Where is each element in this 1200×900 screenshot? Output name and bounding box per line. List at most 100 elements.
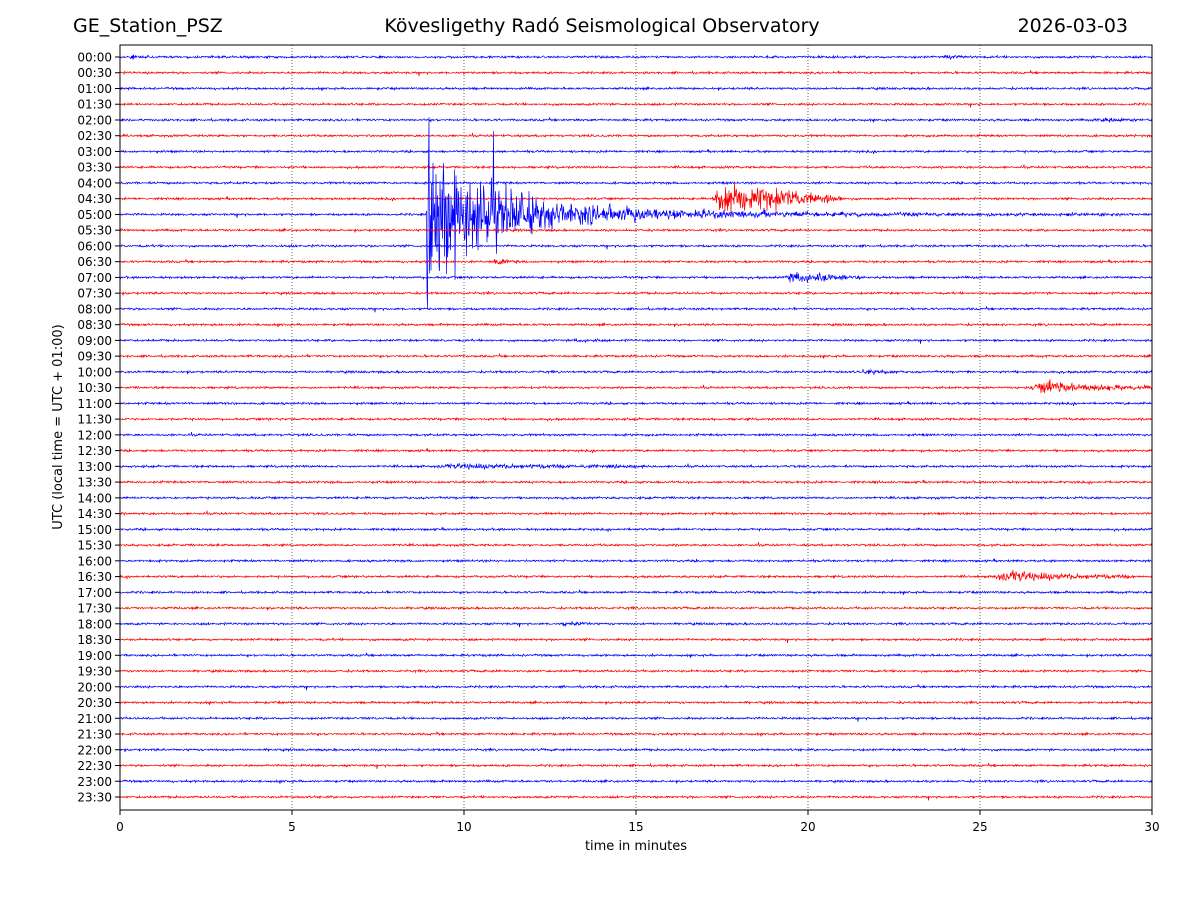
y-tick-label: 12:00 <box>77 428 112 442</box>
y-axis-label: UTC (local time = UTC + 01:00) <box>51 324 66 529</box>
y-tick-label: 13:00 <box>77 460 112 474</box>
y-tick-label: 07:00 <box>77 271 112 285</box>
y-tick-label: 06:30 <box>77 255 112 269</box>
trace-1400 <box>119 495 1153 501</box>
x-axis-label: time in minutes <box>585 839 687 854</box>
trace-0330 <box>119 164 1153 170</box>
y-tick-label: 04:30 <box>77 192 112 206</box>
y-tick-label: 11:00 <box>77 397 112 411</box>
traces <box>119 54 1153 801</box>
y-tick-label: 20:00 <box>77 680 112 694</box>
trace-1430 <box>119 510 1153 517</box>
trace-1200 <box>119 431 1153 438</box>
trace-0500 <box>119 117 1153 308</box>
trace-1300 <box>119 462 1153 471</box>
trace-1000 <box>119 368 1153 376</box>
trace-0230 <box>119 132 1153 139</box>
y-tick-label: 20:30 <box>77 696 112 710</box>
trace-0630 <box>119 259 1153 265</box>
x-tick-label: 15 <box>628 820 643 834</box>
x-tick-label: 0 <box>116 820 124 834</box>
y-tick-label: 21:00 <box>77 712 112 726</box>
y-tick-label: 15:30 <box>77 539 112 553</box>
y-tick-label: 02:30 <box>77 129 112 143</box>
y-tick-label: 04:00 <box>77 176 112 190</box>
y-tick-label: 03:00 <box>77 145 112 159</box>
trace-2330 <box>119 794 1153 801</box>
trace-2000 <box>119 684 1153 691</box>
trace-1930 <box>119 668 1153 674</box>
y-tick-label: 12:30 <box>77 444 112 458</box>
y-tick-label: 08:30 <box>77 318 112 332</box>
y-tick-label: 19:30 <box>77 665 112 679</box>
y-tick-label: 11:30 <box>77 413 112 427</box>
trace-1630 <box>119 570 1153 582</box>
trace-0800 <box>119 306 1153 313</box>
y-tick-label: 06:00 <box>77 239 112 253</box>
trace-0430 <box>119 182 1153 214</box>
y-tick-label: 16:00 <box>77 554 112 568</box>
x-tick-label: 30 <box>1144 820 1159 834</box>
trace-1030 <box>119 379 1153 394</box>
x-tick-label: 10 <box>456 820 471 834</box>
y-tick-label: 00:00 <box>77 51 112 65</box>
trace-0900 <box>119 337 1153 344</box>
trace-2030 <box>119 699 1153 706</box>
trace-1500 <box>119 526 1153 533</box>
trace-0030 <box>119 70 1153 77</box>
trace-1230 <box>119 448 1153 454</box>
x-tick-label: 25 <box>972 820 987 834</box>
y-tick-label: 03:30 <box>77 161 112 175</box>
trace-0000 <box>119 54 1153 61</box>
y-tick-label: 09:00 <box>77 334 112 348</box>
chart-date: 2026-03-03 <box>1017 15 1128 37</box>
trace-0100 <box>119 85 1153 92</box>
trace-2230 <box>119 762 1153 769</box>
y-tick-label: 16:30 <box>77 570 112 584</box>
trace-0400 <box>119 180 1153 186</box>
x-tick-label: 20 <box>800 820 815 834</box>
station-name: GE_Station_PSZ <box>73 15 223 37</box>
trace-0200 <box>119 117 1153 124</box>
y-tick-label: 14:00 <box>77 491 112 505</box>
grid-lines <box>291 45 981 810</box>
trace-1600 <box>119 558 1153 564</box>
trace-1330 <box>119 479 1153 485</box>
trace-0300 <box>119 148 1153 155</box>
trace-2130 <box>119 731 1153 737</box>
trace-0930 <box>119 353 1153 359</box>
y-tick-label: 13:30 <box>77 476 112 490</box>
y-tick-label: 23:30 <box>77 791 112 805</box>
trace-2200 <box>119 747 1153 753</box>
y-tick-label: 07:30 <box>77 287 112 301</box>
trace-2300 <box>120 778 1153 784</box>
trace-0530 <box>119 227 1153 233</box>
y-tick-label: 00:30 <box>77 66 112 80</box>
y-tick-label: 21:30 <box>77 728 112 742</box>
y-tick-label: 10:00 <box>77 365 112 379</box>
trace-1900 <box>119 652 1153 658</box>
trace-1130 <box>119 416 1153 422</box>
trace-0700 <box>119 271 1153 283</box>
y-tick-label: 17:00 <box>77 586 112 600</box>
y-tick-label: 23:00 <box>77 775 112 789</box>
trace-1800 <box>119 620 1153 628</box>
trace-1100 <box>119 400 1153 406</box>
trace-0130 <box>119 101 1153 108</box>
trace-1530 <box>119 542 1153 548</box>
y-tick-label: 15:00 <box>77 523 112 537</box>
y-tick-label: 05:00 <box>77 208 112 222</box>
y-tick-label: 01:00 <box>77 82 112 96</box>
y-tick-label: 01:30 <box>77 98 112 112</box>
trace-1700 <box>119 589 1153 595</box>
trace-1730 <box>119 605 1153 611</box>
trace-0600 <box>119 243 1153 250</box>
y-tick-label: 19:00 <box>77 649 112 663</box>
trace-0830 <box>119 321 1153 328</box>
y-tick-label: 02:00 <box>77 113 112 127</box>
trace-1830 <box>119 636 1152 644</box>
x-tick-label: 5 <box>288 820 296 834</box>
y-tick-label: 09:30 <box>77 350 112 364</box>
y-tick-label: 05:30 <box>77 224 112 238</box>
